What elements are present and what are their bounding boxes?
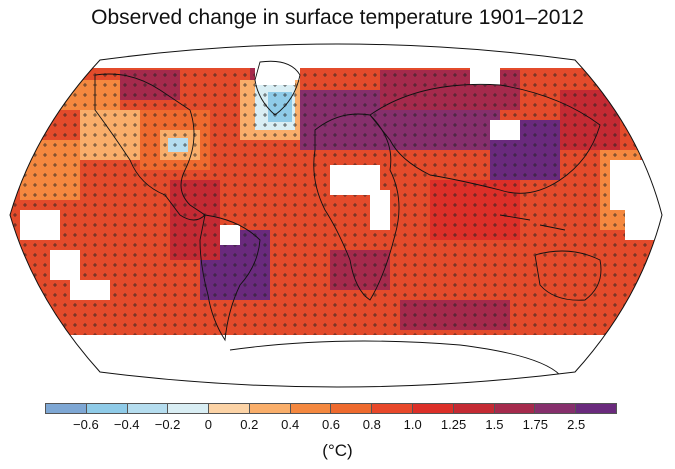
legend-tick-label: 1.0	[403, 417, 422, 432]
antarctica-coast	[229, 340, 561, 376]
legend-swatch	[127, 404, 169, 413]
legend-tick-label: 0.4	[281, 417, 300, 432]
legend-swatch	[290, 404, 332, 413]
legend-swatch	[168, 404, 210, 413]
legend-tick-label: 1.75	[522, 417, 548, 432]
globe-content	[10, 44, 662, 387]
color-legend-bar	[45, 403, 617, 414]
color-legend-ticks: −0.6 −0.4 −0.2 0 0.2 0.4 0.6 0.8 1.0 1.25 1.5 1.75 2…	[45, 417, 617, 435]
legend-tick-label: 1.5	[485, 417, 504, 432]
australia-coast	[534, 250, 602, 301]
indonesia-coast	[499, 214, 566, 231]
south-america-coast	[199, 214, 261, 342]
chart-title: Observed change in surface temperature 1…	[91, 6, 584, 29]
significance-hatching	[10, 44, 662, 387]
legend-tick-label: 0.6	[321, 417, 341, 432]
legend-swatch	[372, 404, 414, 413]
legend-tick-label: −0.2	[154, 417, 181, 432]
asia-coast	[369, 83, 601, 194]
greenland-coast	[254, 60, 301, 116]
legend-swatch	[413, 404, 454, 413]
legend-swatch	[331, 404, 373, 413]
legend-swatch	[209, 404, 250, 413]
coastlines	[94, 60, 602, 376]
legend-tick-label: 0.2	[240, 417, 259, 432]
legend-swatch	[249, 404, 291, 413]
legend-tick-label: 0	[204, 417, 213, 432]
europe-africa-coast	[313, 113, 400, 301]
legend-swatch	[494, 404, 536, 413]
legend-swatch	[576, 404, 616, 413]
legend-swatch	[535, 404, 577, 413]
legend-tick-label: 2.5	[567, 417, 586, 432]
legend-swatch	[453, 404, 495, 413]
legend-tick-label: −0.6	[73, 417, 99, 432]
legend-swatch	[46, 404, 87, 413]
north-america-coast	[94, 73, 206, 221]
legend-swatch	[86, 404, 128, 413]
temperature-map	[9, 43, 663, 388]
globe-outline	[9, 43, 663, 388]
legend-tick-label: 1.25	[440, 417, 467, 432]
legend-tick-label: 0.8	[362, 417, 381, 432]
legend-unit-label: (°C)	[322, 441, 353, 460]
legend-tick-label: −0.4	[113, 417, 140, 432]
